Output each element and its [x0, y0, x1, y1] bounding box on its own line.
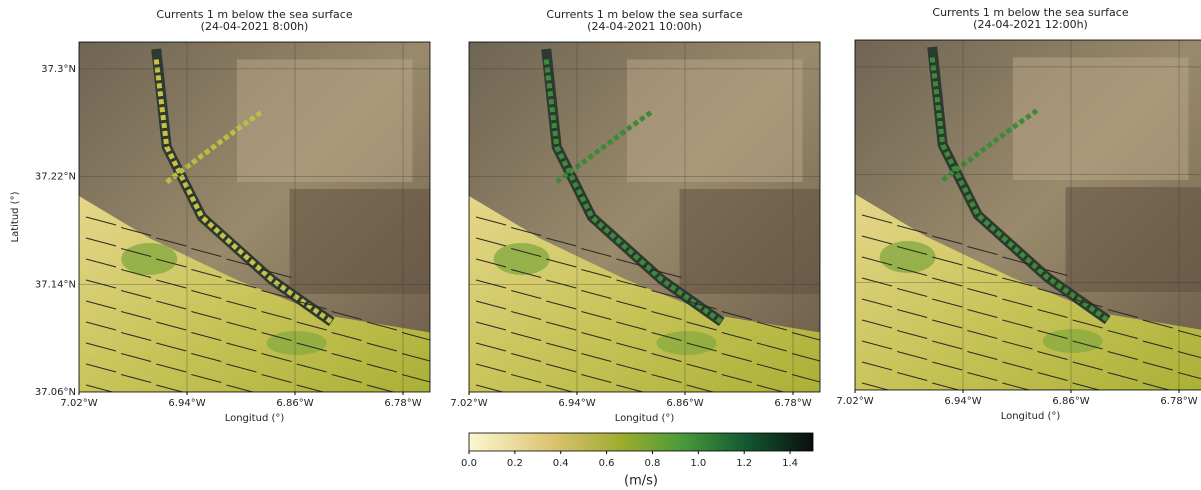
map: 7.02°W 6.94°W 6.86°W 6.78°W 37.3°N 37.22°N 37.…	[10, 42, 432, 424]
colorbar-tick-label: 1.2	[736, 458, 752, 469]
map-image	[79, 42, 432, 393]
y-axis-label: Latitud (°)	[10, 191, 21, 242]
eddy	[880, 241, 936, 273]
x-tick-label: 6.86°W	[1052, 396, 1089, 407]
x-tick-label: 6.86°W	[666, 398, 703, 409]
y-tick-label: 37.22°N	[35, 172, 76, 183]
eddy	[121, 243, 177, 275]
y-tick-label: 37.14°N	[35, 279, 76, 290]
farmland	[237, 60, 413, 183]
y-tick-label: 37.3°N	[41, 64, 76, 75]
x-tick-label: 7.02°W	[450, 398, 487, 409]
x-tick-label: 6.94°W	[558, 398, 595, 409]
farmland	[290, 189, 430, 294]
colorbar	[469, 433, 813, 451]
y-tick-label: 37.06°N	[35, 387, 76, 398]
x-axis-label: Longitud (°)	[615, 413, 675, 424]
farmland	[680, 189, 820, 294]
x-tick-label: 7.02°W	[836, 396, 873, 407]
x-tick-label: 6.94°W	[944, 396, 981, 407]
x-axis-label: Longitud (°)	[225, 413, 285, 424]
figure: Currents 1 m below the sea surface(24-04…	[0, 0, 1201, 490]
map: 7.02°W 6.94°W 6.86°W 6.78°W Longitud (°)	[450, 42, 821, 424]
colorbar-tick-label: 0.8	[645, 458, 661, 469]
colorbar-tick-label: 1.4	[782, 458, 798, 469]
map-image	[855, 40, 1201, 391]
panel-subtitle: (24-04-2021 10:00h)	[587, 20, 702, 33]
x-tick-label: 6.78°W	[384, 398, 421, 409]
x-tick-label: 6.78°W	[1160, 396, 1197, 407]
panel-subtitle: (24-04-2021 12:00h)	[973, 18, 1088, 31]
x-tick-label: 6.86°W	[276, 398, 313, 409]
colorbar-tick-label: 0.0	[461, 458, 477, 469]
map: 7.02°W 6.94°W 6.86°W 6.78°W Longitud (°)	[836, 40, 1201, 422]
x-axis-label: Longitud (°)	[1001, 411, 1061, 422]
farmland	[627, 60, 803, 183]
x-tick-label: 6.94°W	[168, 398, 205, 409]
map-image	[469, 42, 822, 393]
x-tick-label: 7.02°W	[60, 398, 97, 409]
eddy	[494, 243, 550, 275]
colorbar-tick-label: 0.2	[507, 458, 523, 469]
farmland	[1013, 58, 1188, 181]
colorbar-tick-label: 0.6	[599, 458, 615, 469]
farmland	[1066, 187, 1201, 292]
colorbar-label: (m/s)	[624, 474, 658, 489]
x-tick-label: 6.78°W	[774, 398, 811, 409]
colorbar-tick-label: 1.0	[690, 458, 706, 469]
colorbar-tick-label: 0.4	[553, 458, 569, 469]
panel-subtitle: (24-04-2021 8:00h)	[201, 20, 309, 33]
